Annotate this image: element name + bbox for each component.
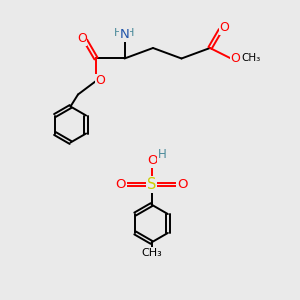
- Text: O: O: [96, 74, 105, 88]
- Text: H: H: [126, 28, 134, 38]
- Text: O: O: [77, 32, 87, 46]
- Text: O: O: [231, 52, 240, 65]
- Text: O: O: [177, 178, 188, 191]
- Text: O: O: [148, 154, 158, 167]
- Text: O: O: [219, 21, 229, 34]
- Text: CH₃: CH₃: [242, 53, 261, 64]
- Text: O: O: [116, 178, 126, 191]
- Text: CH₃: CH₃: [141, 248, 162, 258]
- Text: H: H: [114, 28, 122, 38]
- Text: N: N: [120, 28, 129, 41]
- Text: H: H: [158, 148, 166, 161]
- Text: S: S: [147, 177, 156, 192]
